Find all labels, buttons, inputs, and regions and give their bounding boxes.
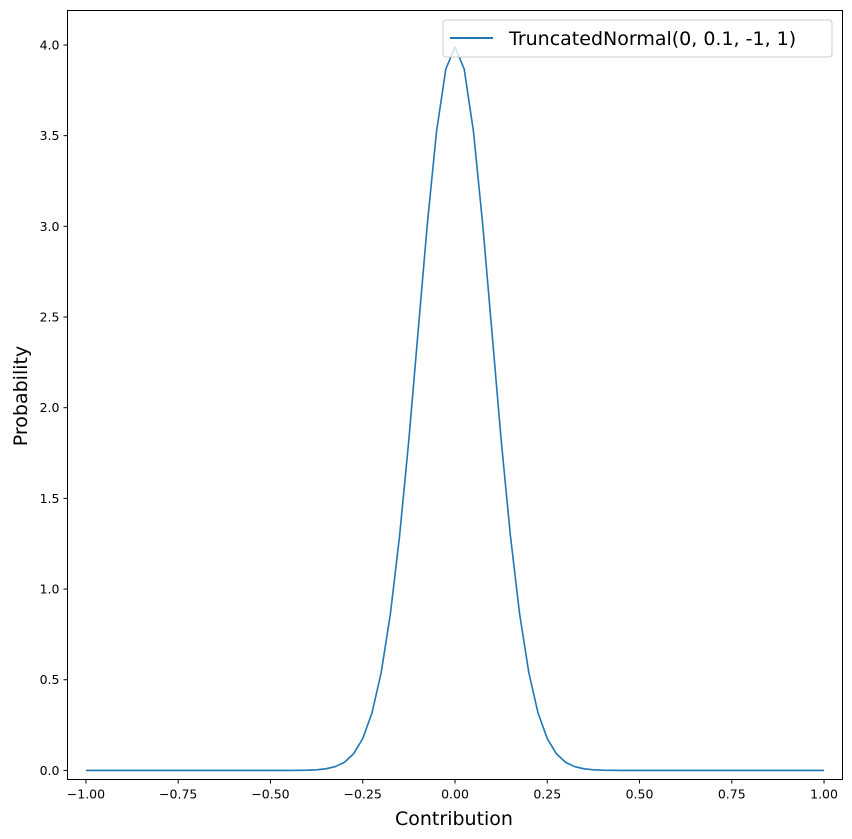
x-tick-label: −0.50 (251, 787, 289, 802)
legend-box (442, 19, 833, 58)
y-axis-label: Probability (10, 346, 32, 446)
x-ticks: −1.00 −0.75 −0.50 −0.25 0.00 0.25 0.50 0.75 1.00 (67, 779, 838, 802)
y-tick-label: 3.5 (40, 128, 60, 143)
y-tick-label: 0.0 (40, 763, 60, 778)
x-tick-label: −0.25 (344, 787, 382, 802)
x-tick-label: 0.75 (718, 787, 746, 802)
y-tick-label: 2.5 (40, 310, 60, 325)
plot-area-frame (67, 10, 843, 780)
x-tick-label: 0.50 (626, 787, 654, 802)
y-tick-label: 0.5 (40, 672, 60, 687)
series-line (86, 46, 824, 772)
y-tick-label: 3.0 (40, 219, 60, 234)
y-tick-label: 1.0 (40, 582, 60, 597)
x-tick-label: 1.00 (810, 787, 838, 802)
x-tick-label: −0.75 (159, 787, 197, 802)
y-tick-label: 1.5 (40, 491, 60, 506)
x-axis-label: Contribution (395, 808, 513, 830)
y-tick-label: 4.0 (40, 37, 60, 52)
legend: TruncatedNormal(0, 0.1, -1, 1) (442, 19, 833, 58)
x-tick-label: 0.25 (533, 787, 561, 802)
legend-label: TruncatedNormal(0, 0.1, -1, 1) (508, 28, 796, 50)
y-tick-label: 2.0 (40, 400, 60, 415)
x-tick-label: −1.00 (67, 787, 105, 802)
y-ticks: 0.0 0.5 1.0 1.5 2.0 2.5 3.0 3.5 4.0 (40, 37, 68, 778)
x-tick-label: 0.00 (441, 787, 469, 802)
